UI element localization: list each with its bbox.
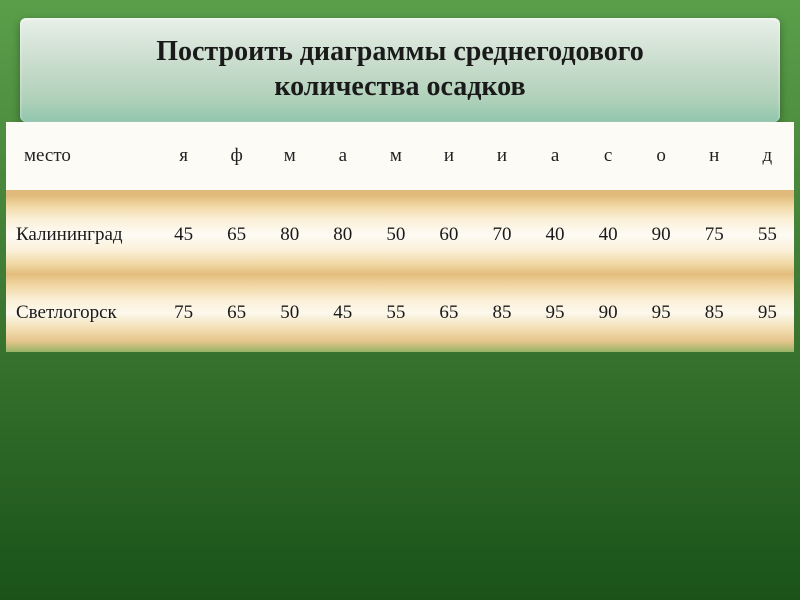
cell: 90 [635, 196, 688, 274]
cell: 85 [688, 274, 741, 352]
month-header: а [316, 122, 369, 190]
title-panel: Построить диаграммы среднегодового колич… [20, 18, 780, 122]
month-header: н [688, 122, 741, 190]
month-header: а [529, 122, 582, 190]
month-header: м [369, 122, 422, 190]
table-row: Светлогорск 75 65 50 45 55 65 85 95 90 9… [6, 274, 794, 352]
precipitation-table: место я ф м а м и и а с о н д Калинингра… [6, 122, 794, 352]
title-line2: количества осадков [274, 71, 525, 102]
title-line1: Построить диаграммы среднегодового [156, 36, 644, 67]
cell: 80 [263, 196, 316, 274]
month-header: с [582, 122, 635, 190]
month-header: м [263, 122, 316, 190]
cell: 95 [529, 274, 582, 352]
cell: 85 [475, 274, 528, 352]
month-header: д [741, 122, 794, 190]
month-header: и [475, 122, 528, 190]
cell: 65 [210, 274, 263, 352]
row-label: Светлогорск [6, 274, 157, 352]
row-label: Калининград [6, 196, 157, 274]
header-label: место [6, 122, 157, 190]
cell: 75 [157, 274, 210, 352]
cell: 45 [316, 274, 369, 352]
table-header-row: место я ф м а м и и а с о н д [6, 122, 794, 190]
cell: 50 [369, 196, 422, 274]
table-row: Калининград 45 65 80 80 50 60 70 40 40 9… [6, 196, 794, 274]
cell: 95 [741, 274, 794, 352]
cell: 70 [475, 196, 528, 274]
cell: 40 [529, 196, 582, 274]
month-header: о [635, 122, 688, 190]
cell: 60 [422, 196, 475, 274]
cell: 40 [582, 196, 635, 274]
month-header: я [157, 122, 210, 190]
cell: 75 [688, 196, 741, 274]
cell: 50 [263, 274, 316, 352]
month-header: ф [210, 122, 263, 190]
cell: 90 [582, 274, 635, 352]
month-header: и [422, 122, 475, 190]
cell: 65 [422, 274, 475, 352]
cell: 55 [369, 274, 422, 352]
cell: 95 [635, 274, 688, 352]
cell: 45 [157, 196, 210, 274]
cell: 55 [741, 196, 794, 274]
cell: 65 [210, 196, 263, 274]
title-text: Построить диаграммы среднегодового колич… [40, 34, 760, 104]
cell: 80 [316, 196, 369, 274]
